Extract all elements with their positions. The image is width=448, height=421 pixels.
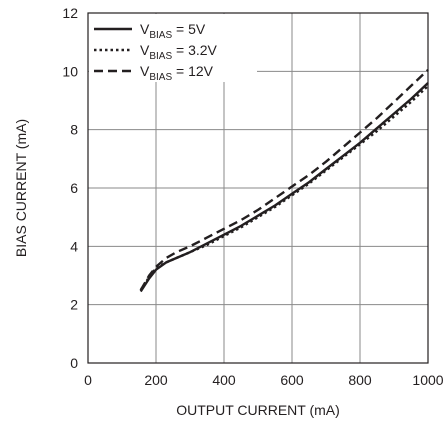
- series-lines: [139, 69, 429, 293]
- y-tick-label: 2: [70, 297, 78, 313]
- y-tick-label: 0: [70, 355, 78, 371]
- x-tick-label: 0: [84, 372, 92, 388]
- legend-entry: VBIAS = 5V: [140, 21, 206, 41]
- y-tick-label: 4: [70, 238, 78, 254]
- tick-labels: 0 200 400 600 800 1000 0 2 4 6 8 10 12: [62, 5, 443, 388]
- x-tick-label: 400: [212, 372, 236, 388]
- axes: [87, 12, 429, 364]
- series-line: [139, 69, 429, 291]
- x-tick-label: 600: [280, 372, 304, 388]
- x-tick-label: 1000: [412, 372, 443, 388]
- x-tick-label: 200: [144, 372, 168, 388]
- y-tick-label: 12: [62, 5, 78, 21]
- plot-frame: [87, 12, 429, 364]
- series-line: [139, 82, 429, 293]
- legend-entry: VBIAS = 3.2V: [140, 42, 218, 62]
- y-tick-label: 6: [70, 180, 78, 196]
- y-tick-label: 10: [62, 63, 78, 79]
- y-tick-label: 8: [70, 122, 78, 138]
- legend-entry: VBIAS = 12V: [140, 63, 214, 83]
- x-axis-label: OUTPUT CURRENT (mA): [176, 402, 340, 418]
- y-axis-label: BIAS CURRENT (mA): [13, 119, 29, 257]
- series-line: [139, 85, 429, 291]
- x-tick-label: 800: [348, 372, 372, 388]
